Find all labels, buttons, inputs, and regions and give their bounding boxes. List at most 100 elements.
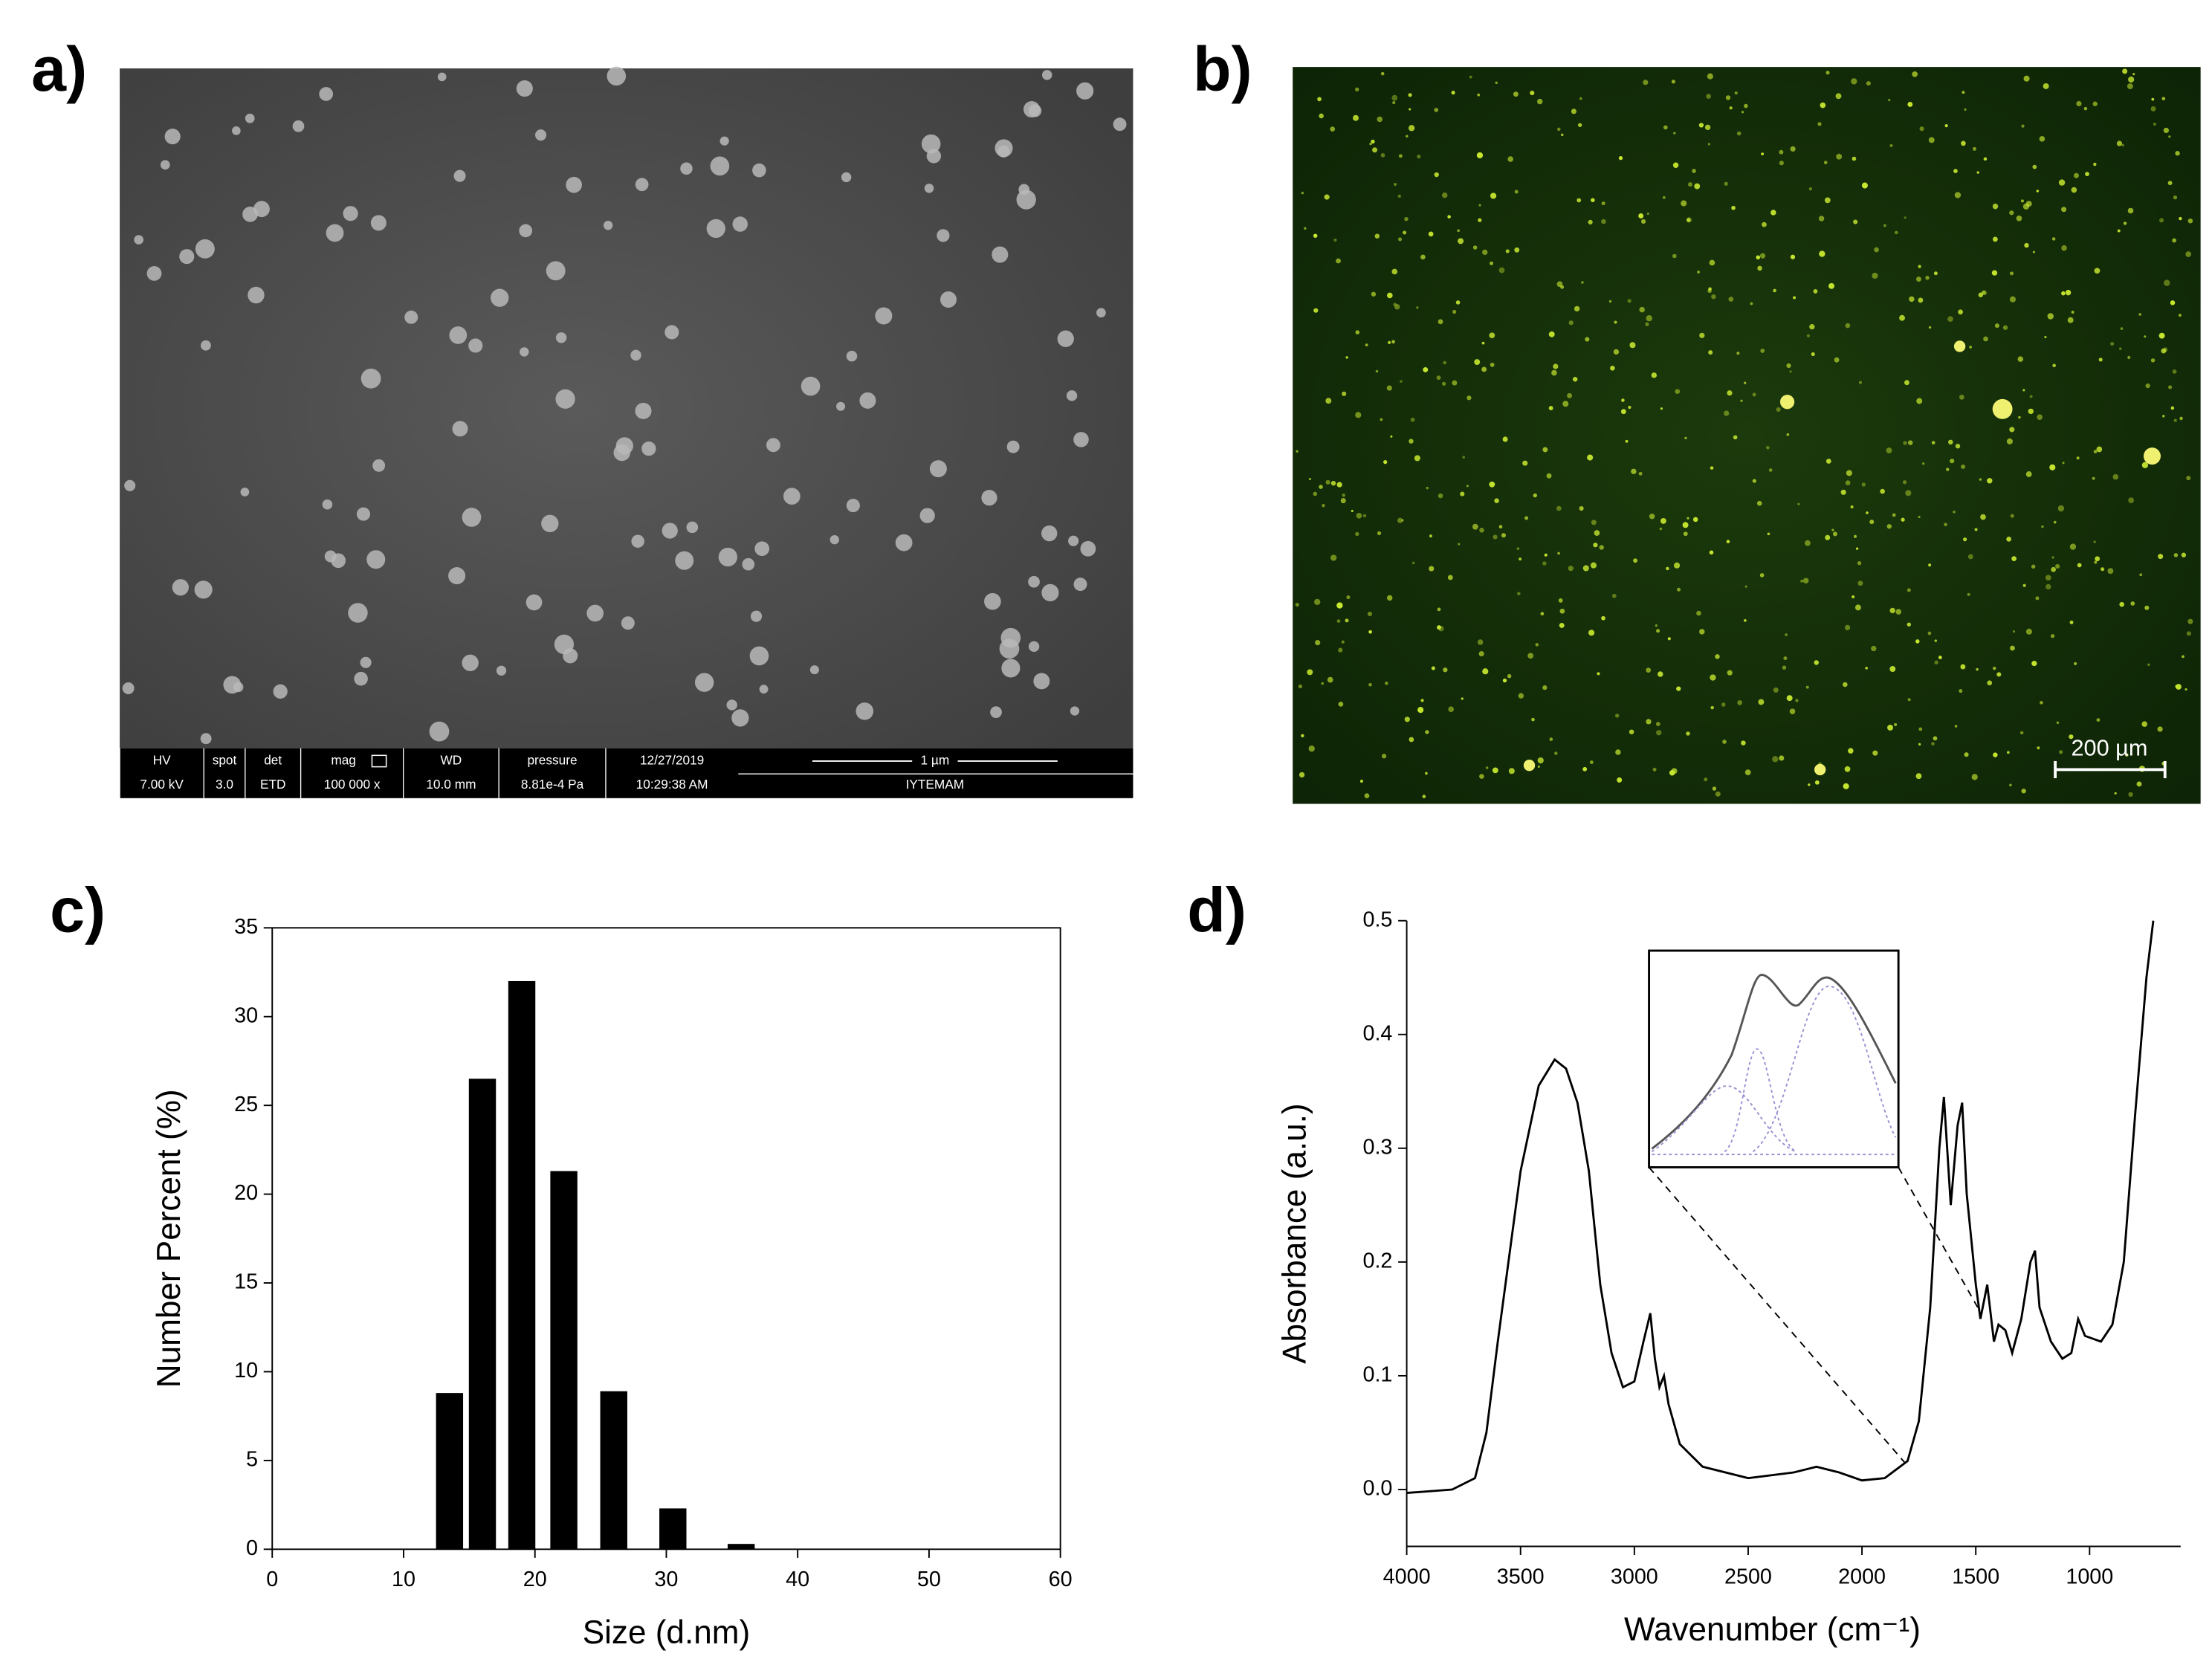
particle: [1462, 456, 1465, 459]
particle: [1950, 459, 1955, 464]
particle: [1883, 224, 1886, 227]
particle: [981, 490, 997, 506]
particle: [2124, 753, 2129, 757]
particle: [1683, 531, 1688, 537]
particle: [801, 376, 821, 396]
particle: [1731, 205, 1736, 210]
particle: [1057, 330, 1074, 347]
particle: [1546, 473, 1552, 479]
particle: [2031, 564, 2036, 569]
particle: [1460, 491, 1465, 497]
particle: [1336, 602, 1343, 609]
particle: [1994, 323, 1999, 329]
particle: [2096, 718, 2101, 722]
particle: [1672, 162, 1679, 168]
particle: [2020, 199, 2025, 203]
particle: [1704, 777, 1708, 782]
particle: [2094, 560, 2098, 564]
particle: [1441, 192, 1448, 198]
particle: [1374, 233, 1380, 239]
particle: [2130, 601, 2135, 606]
particle: [1934, 660, 1938, 664]
particle: [631, 534, 644, 548]
y-tick-label: 5: [246, 1448, 258, 1472]
particle: [875, 307, 893, 325]
particle: [1858, 381, 1863, 384]
particle: [1726, 540, 1730, 543]
particle: [1682, 522, 1689, 528]
particle: [1355, 87, 1359, 92]
particle: [172, 579, 189, 596]
particle: [1558, 598, 1563, 603]
particle: [2039, 136, 2046, 142]
particle: [1844, 624, 1851, 630]
particle: [1925, 276, 1930, 280]
particle: [1987, 478, 1993, 484]
particle: [356, 507, 371, 521]
particle: [1954, 192, 1962, 198]
particle: [1843, 682, 1848, 688]
inset-fit: [1651, 985, 1897, 1156]
particle: [2093, 162, 2097, 166]
particle: [1356, 512, 1362, 519]
particle: [2136, 781, 2142, 787]
particle: [1721, 702, 1726, 707]
particle: [1431, 666, 1435, 670]
particle: [1621, 398, 1625, 402]
particle: [1704, 124, 1711, 131]
particle: [1576, 198, 1582, 203]
particle: [360, 656, 372, 668]
particle: [1369, 142, 1372, 146]
particle: [1466, 485, 1469, 488]
particle: [2041, 525, 2044, 528]
particle: [1557, 552, 1560, 555]
particle: [2065, 289, 2072, 296]
particle: [1593, 543, 1598, 548]
particle: [1429, 534, 1432, 538]
particle: [1871, 645, 1877, 652]
particle: [1041, 70, 1052, 80]
particle: [1437, 607, 1441, 612]
particle: [846, 350, 858, 362]
particle: [1599, 545, 1604, 550]
particle: [1889, 607, 1895, 614]
y-tick-label: 0.5: [1362, 908, 1392, 931]
particle: [1479, 527, 1484, 533]
particle: [1671, 80, 1675, 84]
particle: [343, 206, 358, 221]
particle: [1908, 440, 1913, 445]
particle: [1404, 216, 1409, 221]
particle: [1851, 78, 1857, 85]
particle: [940, 291, 957, 308]
particle: [2046, 583, 2051, 590]
particle: [924, 184, 934, 193]
info-value: 100 000 x: [324, 777, 381, 792]
particle: [766, 438, 780, 453]
particle: [200, 340, 211, 351]
particle: [2178, 314, 2182, 317]
particle: [1667, 637, 1671, 641]
particle: [1741, 111, 1744, 114]
particle: [1368, 682, 1372, 687]
particle: [1447, 575, 1453, 581]
particle: [1601, 201, 1605, 206]
particle: [2009, 296, 2017, 303]
particle: [1375, 369, 1379, 373]
particle: [1556, 505, 1562, 511]
particle: [1872, 750, 1878, 756]
particle: [232, 126, 241, 135]
particle: [1915, 276, 1921, 282]
particle: [1478, 650, 1484, 657]
particle: [1507, 156, 1513, 162]
particle: [1953, 511, 1956, 514]
particle: [200, 733, 212, 745]
particle: [1824, 197, 1831, 204]
particle: [1327, 676, 1333, 683]
particle: [1594, 530, 1600, 536]
particle: [1802, 578, 1809, 584]
particle: [1422, 795, 1426, 798]
particle: [448, 567, 466, 585]
particle: [2173, 553, 2179, 557]
particle: [1967, 592, 1970, 596]
particle: [1542, 561, 1547, 566]
